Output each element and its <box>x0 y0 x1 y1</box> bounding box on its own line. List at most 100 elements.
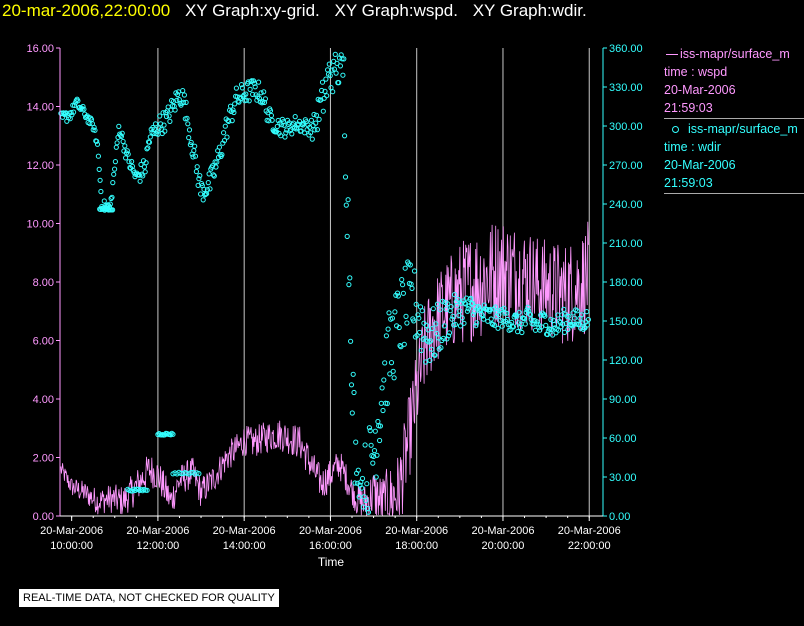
wdir-point <box>430 306 436 312</box>
wdir-point <box>464 308 470 314</box>
wdir-point <box>383 333 389 339</box>
wdir-point <box>365 509 372 515</box>
wdir-point <box>125 151 131 157</box>
wdir-point <box>342 174 349 180</box>
wdir-point <box>515 320 522 326</box>
wdir-point <box>112 166 118 172</box>
wdir-point <box>407 262 413 268</box>
wdir-point <box>359 485 365 491</box>
wdir-point <box>110 180 116 186</box>
wdir-point <box>418 347 424 354</box>
wdir-point <box>191 148 197 154</box>
wdir-point <box>323 76 329 82</box>
wdir-point <box>214 159 220 165</box>
wdir-point <box>344 233 350 239</box>
wdir-point <box>230 107 236 113</box>
wdir-point <box>267 108 274 114</box>
wdir-point <box>152 121 159 127</box>
wdir-point <box>375 418 381 425</box>
wdir-point <box>194 164 200 170</box>
wdir-point <box>327 73 333 79</box>
x-tick-date: 20-Mar-2006 <box>558 525 621 537</box>
wdir-point <box>279 116 285 122</box>
legend-entry-wspd: iss-mapr/surface_m time : wspd 20-Mar-20… <box>664 45 804 119</box>
wdir-point <box>324 93 330 99</box>
wdir-point <box>345 197 351 203</box>
x-tick-date: 20-Mar-2006 <box>40 525 103 537</box>
wdir-point <box>343 202 349 208</box>
wdir-point <box>289 131 295 137</box>
wdir-point <box>353 439 359 445</box>
wdir-point <box>210 172 216 178</box>
wdir-point <box>422 335 428 341</box>
wdir-point <box>472 303 478 310</box>
wdir-point <box>197 173 203 179</box>
right-tick-label: 90.00 <box>609 394 637 406</box>
wdir-point <box>261 89 267 95</box>
wdir-point <box>555 327 562 333</box>
wdir-point <box>101 198 107 204</box>
right-tick-label: 180.00 <box>609 277 643 289</box>
wdir-point <box>351 389 357 396</box>
x-tick-time: 16:00:00 <box>309 540 352 552</box>
wdir-point <box>207 186 213 192</box>
wdir-point <box>244 97 250 103</box>
legend-line-swatch <box>666 53 678 55</box>
wdir-point <box>359 475 366 482</box>
wdir-point <box>378 400 384 406</box>
wdir-point <box>367 428 373 434</box>
wdir-point <box>547 326 553 332</box>
wdir-point <box>213 164 219 170</box>
wdir-point <box>377 437 383 444</box>
wdir-point <box>219 152 225 158</box>
legend-time: 21:59:03 <box>664 176 713 190</box>
wdir-point <box>258 90 264 96</box>
wdir-point <box>329 67 335 73</box>
wdir-point <box>522 321 528 327</box>
wdir-point <box>442 299 448 305</box>
wdir-point <box>167 118 173 125</box>
wdir-point <box>143 160 149 166</box>
wdir-point <box>123 155 129 161</box>
wdir-point <box>392 309 398 315</box>
header-timestamp: 20-mar-2006,22:00:00 <box>2 1 171 20</box>
wdir-point <box>513 312 519 318</box>
wdir-point <box>216 144 222 150</box>
wdir-point <box>429 325 435 332</box>
wdir-point <box>196 176 202 182</box>
wdir-point <box>340 72 346 78</box>
wdir-point <box>419 308 425 314</box>
wdir-point <box>487 306 493 313</box>
wdir-point <box>498 307 504 313</box>
wdir-point <box>457 323 464 329</box>
wdir-point <box>68 109 74 116</box>
wdir-point <box>137 178 143 184</box>
wdir-point <box>382 360 388 366</box>
wdir-point <box>371 448 378 454</box>
left-tick-label: 12.00 <box>26 160 54 172</box>
legend: iss-mapr/surface_m time : wspd 20-Mar-20… <box>664 45 804 195</box>
x-tick-date: 20-Mar-2006 <box>126 525 189 537</box>
wdir-point <box>519 329 525 336</box>
wdir-point <box>446 330 453 336</box>
wdir-point <box>352 480 358 486</box>
wdir-point <box>325 67 331 73</box>
wdir-point <box>348 338 354 344</box>
wdir-point <box>124 148 130 154</box>
wdir-point <box>348 382 355 388</box>
wdir-point <box>510 324 517 330</box>
wdir-point <box>141 164 147 170</box>
x-tick-time: 14:00:00 <box>223 540 266 552</box>
wdir-point <box>326 61 332 67</box>
wdir-point <box>574 308 580 314</box>
wdir-point <box>381 377 387 383</box>
wdir-point <box>232 101 238 107</box>
wdir-point <box>163 113 170 120</box>
legend-entry-wdir: iss-mapr/surface_m time : wdir 20-Mar-20… <box>664 120 804 194</box>
wdir-point <box>206 171 212 177</box>
right-tick-label: 0.00 <box>609 511 630 523</box>
wdir-point <box>95 153 102 159</box>
wdir-point <box>543 322 549 328</box>
wdir-point <box>488 316 494 322</box>
wdir-point <box>414 332 420 338</box>
